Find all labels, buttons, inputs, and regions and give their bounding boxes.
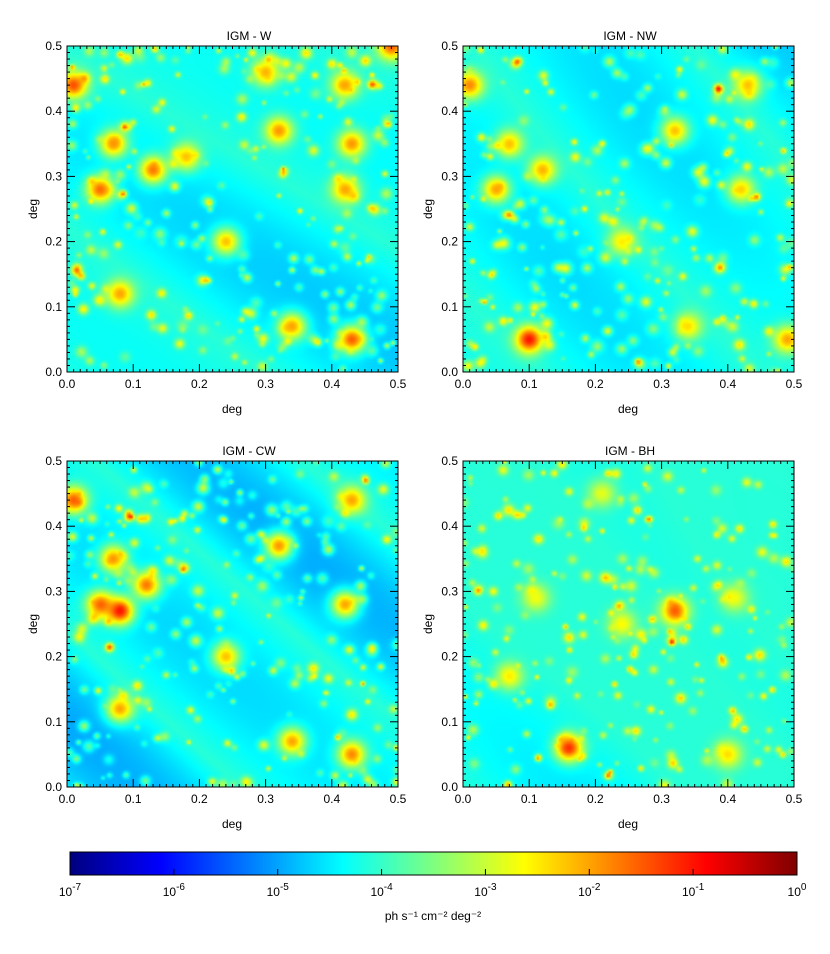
panel-igm-w: IGM - W 0.0 0.1 0.2 0.3 0.4 0.50.00.10.20.30.… bbox=[26, 29, 407, 416]
x-tick-label: 0.4 bbox=[719, 792, 736, 806]
y-tick-label: 0.3 bbox=[441, 169, 458, 183]
colorbar-tick-label: 10-6 bbox=[163, 882, 186, 899]
y-tick-label: 0.3 bbox=[45, 584, 62, 598]
axis-ticks: 0.0 0.1 0.2 0.3 0.4 0.5 0.0 0.1 0.2 0.3 0.4 0.5 bbox=[441, 454, 802, 806]
heatmap-image bbox=[463, 461, 794, 787]
colorbar-tick-label: 100 bbox=[788, 882, 807, 899]
x-tick-label: 0.3 bbox=[257, 377, 274, 391]
y-tick-label: 0.1 bbox=[441, 300, 458, 314]
y-tick-label: 0.2 bbox=[441, 650, 458, 664]
colorbar: 10-7 10-6 10-5 10-4 10-3 10-2 10-1 100 ph s⁻¹ c… bbox=[59, 851, 807, 923]
x-tick-label: 0.2 bbox=[191, 377, 208, 391]
y-tick-label: 0.4 bbox=[441, 104, 458, 118]
x-tick-label: 0.1 bbox=[521, 792, 538, 806]
axis-ticks: 0.0 0.1 0.2 0.3 0.4 0.5 0.0 0.1 0.2 0.3 0.4 0.5 bbox=[45, 39, 406, 391]
x-tick-label: 0.2 bbox=[587, 377, 604, 391]
x-tick-label: 0.0 bbox=[59, 377, 76, 391]
y-tick-label: 0.0 bbox=[45, 780, 62, 794]
axis-ticks: 0.0 0.1 0.2 0.3 0.4 0.5 0.0 0.1 0.2 0.3 0.4 0.5 bbox=[45, 454, 406, 806]
heatmap-image bbox=[67, 46, 398, 372]
panel-title: IGM - W bbox=[227, 29, 272, 43]
x-tick-label: 0.2 bbox=[191, 792, 208, 806]
colorbar-tick-label: 10-4 bbox=[370, 882, 393, 899]
axis-ticks: 0.0 0.1 0.2 0.3 0.4 0.5 0.0 0.1 0.2 0.3 0.4 0.5 bbox=[441, 39, 802, 391]
colorbar-ticks: 10-7 10-6 10-5 10-4 10-3 10-2 10-1 100 bbox=[59, 869, 807, 899]
x-tick-label: 0.3 bbox=[653, 377, 670, 391]
y-tick-label: 0.4 bbox=[45, 519, 62, 533]
y-tick-label: 0.4 bbox=[45, 104, 62, 118]
y-tick-label: 0.0 bbox=[45, 365, 62, 379]
x-tick-label: 0.0 bbox=[455, 792, 472, 806]
panel-title: IGM - BH bbox=[605, 444, 655, 458]
x-tick-label: 0.1 bbox=[521, 377, 538, 391]
y-axis-label: deg bbox=[421, 614, 435, 634]
x-tick-label: 0.4 bbox=[323, 377, 340, 391]
colorbar-tick-label: 10-5 bbox=[267, 882, 290, 899]
panel-igm-bh: IGM - BH 0.0 0.1 0.2 0.3 0.4 0.50.00.10.20.30… bbox=[421, 444, 803, 831]
x-tick-label: 0.5 bbox=[786, 377, 803, 391]
y-tick-label: 0.5 bbox=[45, 39, 62, 53]
heatmap-image bbox=[463, 46, 794, 372]
y-tick-label: 0.0 bbox=[441, 365, 458, 379]
x-tick-label: 0.3 bbox=[653, 792, 670, 806]
y-axis-label: deg bbox=[421, 199, 435, 219]
x-tick-label: 0.4 bbox=[323, 792, 340, 806]
colorbar-tick-label: 10-2 bbox=[578, 882, 601, 899]
x-tick-label: 0.0 bbox=[455, 377, 472, 391]
x-tick-label: 0.5 bbox=[786, 792, 803, 806]
colorbar-tick-label: 10-1 bbox=[682, 882, 705, 899]
x-axis-label: deg bbox=[618, 402, 638, 416]
panel-igm-cw: IGM - CW 0.0 0.1 0.2 0.3 0.4 0.50.00.10.20.30… bbox=[26, 444, 407, 831]
y-tick-label: 0.5 bbox=[441, 39, 458, 53]
x-tick-label: 0.4 bbox=[719, 377, 736, 391]
x-tick-label: 0.5 bbox=[390, 792, 407, 806]
colorbar-tick-label: 10-7 bbox=[59, 882, 82, 899]
y-tick-label: 0.3 bbox=[45, 169, 62, 183]
y-axis-label: deg bbox=[26, 199, 40, 219]
y-tick-label: 0.2 bbox=[441, 235, 458, 249]
y-tick-label: 0.1 bbox=[441, 715, 458, 729]
panel-title: IGM - CW bbox=[222, 444, 276, 458]
x-tick-label: 0.1 bbox=[125, 792, 142, 806]
y-tick-label: 0.3 bbox=[441, 584, 458, 598]
x-axis-label: deg bbox=[618, 817, 638, 831]
colorbar-gradient bbox=[69, 851, 798, 876]
x-axis-label: deg bbox=[222, 817, 242, 831]
y-axis-label: deg bbox=[26, 614, 40, 634]
x-tick-label: 0.0 bbox=[59, 792, 76, 806]
x-tick-label: 0.3 bbox=[257, 792, 274, 806]
x-axis-label: deg bbox=[222, 402, 242, 416]
x-tick-label: 0.1 bbox=[125, 377, 142, 391]
y-tick-label: 0.0 bbox=[441, 780, 458, 794]
y-tick-label: 0.1 bbox=[45, 300, 62, 314]
y-tick-label: 0.5 bbox=[441, 454, 458, 468]
y-tick-label: 0.1 bbox=[45, 715, 62, 729]
y-tick-label: 0.5 bbox=[45, 454, 62, 468]
x-tick-label: 0.5 bbox=[390, 377, 407, 391]
heatmap-image bbox=[67, 461, 398, 787]
panel-igm-nw: IGM - NW 0.0 0.1 0.2 0.3 0.4 0.50.00.10.20.30… bbox=[421, 29, 803, 416]
y-tick-label: 0.2 bbox=[45, 235, 62, 249]
y-tick-label: 0.2 bbox=[45, 650, 62, 664]
y-tick-label: 0.4 bbox=[441, 519, 458, 533]
colorbar-tick-label: 10-3 bbox=[474, 882, 497, 899]
colorbar-label: ph s⁻¹ cm⁻² deg⁻² bbox=[385, 909, 481, 923]
x-tick-label: 0.2 bbox=[587, 792, 604, 806]
panel-title: IGM - NW bbox=[603, 29, 657, 43]
